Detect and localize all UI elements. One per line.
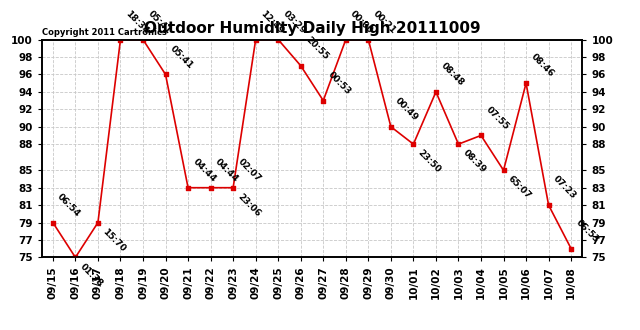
Text: 00:21: 00:21 bbox=[371, 9, 397, 35]
Point bbox=[340, 37, 351, 42]
Text: 02:07: 02:07 bbox=[236, 157, 262, 183]
Point bbox=[273, 37, 284, 42]
Text: 15:70: 15:70 bbox=[100, 227, 127, 253]
Point bbox=[566, 246, 576, 251]
Text: 07:23: 07:23 bbox=[552, 174, 578, 201]
Text: 18:34: 18:34 bbox=[124, 9, 150, 35]
Point bbox=[250, 37, 260, 42]
Text: 04:44: 04:44 bbox=[191, 157, 218, 183]
Point bbox=[115, 37, 125, 42]
Point bbox=[499, 168, 509, 173]
Text: 23:50: 23:50 bbox=[416, 148, 443, 175]
Point bbox=[296, 63, 306, 68]
Point bbox=[70, 255, 81, 260]
Text: 08:46: 08:46 bbox=[529, 52, 556, 79]
Text: 05:41: 05:41 bbox=[168, 44, 195, 70]
Text: 03:29: 03:29 bbox=[281, 9, 308, 35]
Point bbox=[476, 133, 486, 138]
Point bbox=[48, 220, 58, 225]
Text: 65:07: 65:07 bbox=[506, 175, 533, 201]
Text: 01:38: 01:38 bbox=[78, 262, 105, 288]
Point bbox=[93, 220, 103, 225]
Point bbox=[386, 124, 396, 129]
Text: 00:00: 00:00 bbox=[349, 9, 375, 35]
Text: 06:54: 06:54 bbox=[56, 192, 83, 218]
Text: 05:41: 05:41 bbox=[146, 9, 172, 35]
Text: 00:53: 00:53 bbox=[326, 70, 353, 96]
Point bbox=[408, 142, 419, 147]
Text: 00:49: 00:49 bbox=[394, 96, 420, 122]
Point bbox=[453, 142, 463, 147]
Text: 08:48: 08:48 bbox=[438, 61, 465, 88]
Text: 06:53: 06:53 bbox=[574, 218, 600, 245]
Text: 20:55: 20:55 bbox=[303, 35, 330, 62]
Point bbox=[138, 37, 148, 42]
Point bbox=[521, 81, 531, 86]
Text: Copyright 2011 Cartronics: Copyright 2011 Cartronics bbox=[42, 28, 166, 37]
Point bbox=[364, 37, 374, 42]
Text: 07:55: 07:55 bbox=[484, 105, 510, 131]
Point bbox=[431, 89, 441, 94]
Point bbox=[543, 203, 554, 208]
Text: 04:44: 04:44 bbox=[213, 157, 240, 183]
Text: 23:06: 23:06 bbox=[236, 192, 262, 218]
Point bbox=[205, 185, 216, 190]
Text: 08:39: 08:39 bbox=[461, 148, 488, 175]
Point bbox=[161, 72, 171, 77]
Title: Outdoor Humidity Daily High 20111009: Outdoor Humidity Daily High 20111009 bbox=[144, 21, 480, 36]
Point bbox=[318, 98, 328, 103]
Point bbox=[228, 185, 238, 190]
Text: 12:49: 12:49 bbox=[259, 9, 285, 35]
Point bbox=[183, 185, 193, 190]
